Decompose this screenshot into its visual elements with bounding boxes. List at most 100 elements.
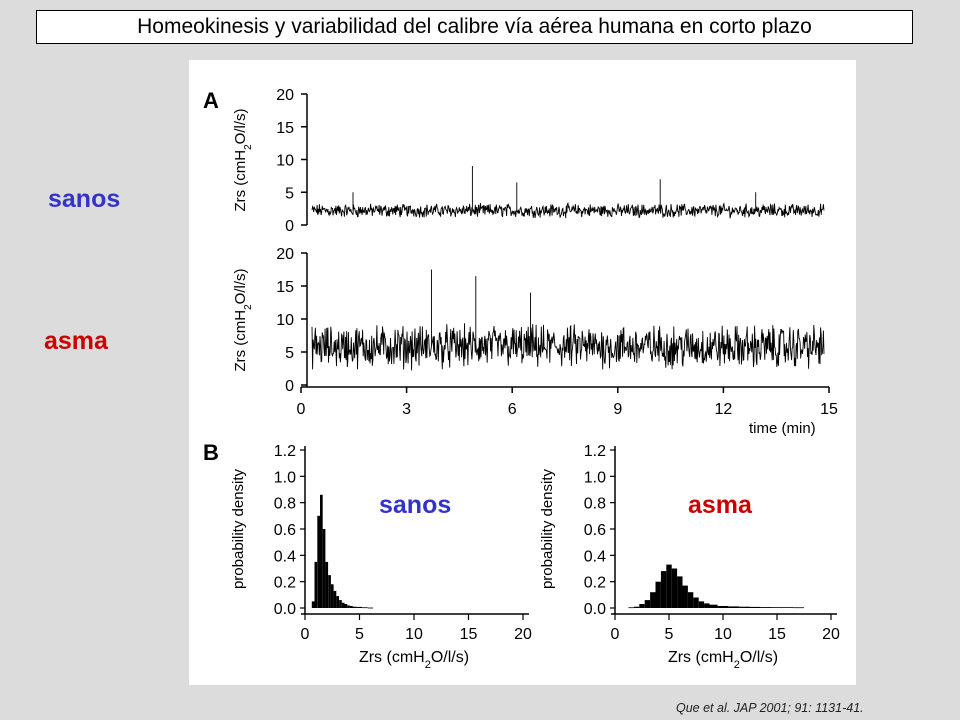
hist-sanos-bar [362,607,368,609]
hist-sanos-bar [367,607,374,609]
trace-sanos-y-label: Zrs (cmH2O/l/s) [232,108,254,211]
x-tick-label: 15 [768,626,786,643]
x-tick-label: 5 [665,626,674,643]
figure-panel: A B Zrs (cmH2O/l/s) Zrs (cmH2O/l/s) 0 5 10 1… [189,60,856,685]
hist-sanos-bar [344,604,348,608]
hist-asma-bar [666,564,672,608]
y-tick-label: 1.2 [584,443,606,460]
hist-asma-bar [628,607,634,609]
hist-sanos-bar [314,561,318,608]
hist-sanos-bar [339,600,342,608]
panel-b-letter: B [203,440,219,465]
hist-asma-bar [693,597,699,608]
page-title: Homeokinesis y variabilidad del calibre … [36,10,913,44]
hist-sanos-bar [351,606,357,608]
figure-svg: A B Zrs (cmH2O/l/s) Zrs (cmH2O/l/s) 0 5 10 1… [203,87,840,671]
y-tick-label: 20 [276,246,294,263]
y-tick-label: 0.0 [274,601,296,618]
hist-asma-bar [750,606,761,608]
hist-asma-bar [717,606,729,608]
y-tick-label: 0.0 [584,601,606,618]
x-tick-label: 10 [714,626,732,643]
hist-asma-y-label: probability density [539,468,556,589]
hist-sanos-bar [330,584,334,608]
hist-asma-bar [698,601,705,608]
hist-asma-bar [728,606,740,608]
y-tick-label: 5 [285,345,294,362]
hist-asma-x-label: Zrs (cmH2O/l/s) [668,649,778,671]
hist-asma-bar [706,604,718,608]
hist-asma-bar [650,592,656,608]
y-tick-label: 10 [276,153,294,170]
trace-sanos-line [311,166,825,219]
x-tick-label: 0 [297,401,306,418]
label-sanos-hist: sanos [379,491,452,519]
hist-sanos-bar [325,561,329,608]
y-tick-label: 0.2 [274,575,296,592]
x-tick-label: 0 [611,626,620,643]
hist-asma-bar [793,607,804,609]
y-tick-label: 15 [276,279,294,296]
y-tick-label: 0 [285,378,294,395]
y-tick-label: 0.4 [584,548,606,565]
hist-sanos-bar [320,494,323,608]
x-tick-label: 12 [715,401,733,418]
hist-asma-bar [771,607,783,608]
hist-asma-bar [639,604,645,608]
hist-asma-bar [655,581,661,608]
hist-asma-bar [739,606,750,608]
x-tick-label: 15 [460,626,478,643]
y-tick-label: 20 [276,87,294,104]
hist-asma-bar [633,606,640,608]
y-tick-label: 0.8 [584,496,606,513]
label-asma-hist: asma [688,491,752,519]
y-tick-label: 0 [285,218,294,235]
x-tick-label: 6 [508,401,517,418]
trace-asma-y-label: Zrs (cmH2O/l/s) [232,268,254,371]
y-tick-label: 15 [276,120,294,137]
y-tick-label: 10 [276,312,294,329]
label-sanos-left: sanos [48,185,121,213]
hist-asma-bar [760,607,772,608]
y-tick-label: 0.6 [274,522,296,539]
hist-sanos-bar [347,605,350,608]
y-tick-label: 0.6 [584,522,606,539]
hist-asma-bar [782,607,794,608]
hist-sanos-bar [333,590,337,608]
trace-asma-line [311,269,825,371]
hist-asma-bar [660,571,667,608]
x-tick-label: 9 [613,401,622,418]
citation-text: Que et al. JAP 2001; 91: 1131-41. [676,701,864,715]
hist-sanos-bar [317,515,320,608]
label-asma-left: asma [44,327,108,355]
hist-sanos-bar [336,596,339,608]
y-tick-label: 5 [285,185,294,202]
x-tick-label: 20 [822,626,840,643]
hist-sanos-bar [322,529,326,608]
y-tick-label: 1.0 [274,469,296,486]
hist-sanos-x-label: Zrs (cmH2O/l/s) [359,649,469,671]
hist-asma-bar [677,576,683,608]
hist-sanos-bar [341,602,345,608]
panel-a-letter: A [203,88,219,113]
x-tick-label: 10 [405,626,423,643]
hist-sanos-bar [356,606,363,608]
y-tick-label: 0.4 [274,548,296,565]
hist-asma-bar [671,568,678,608]
hist-asma-bar [682,585,688,608]
x-tick-label: 3 [402,401,411,418]
hist-sanos-bar [311,601,315,608]
y-tick-label: 1.2 [274,443,296,460]
time-axis-label: time (min) [749,420,816,437]
hist-sanos-y-label: probability density [230,468,247,589]
y-tick-label: 0.2 [584,575,606,592]
x-tick-label: 5 [355,626,364,643]
x-tick-label: 0 [301,626,310,643]
y-tick-label: 1.0 [584,469,606,486]
y-tick-label: 0.8 [274,496,296,513]
hist-asma-bar [687,592,694,608]
hist-sanos-bar [328,575,331,608]
x-tick-label: 20 [514,626,532,643]
x-tick-label: 15 [820,401,838,418]
hist-asma-bar [644,600,651,608]
